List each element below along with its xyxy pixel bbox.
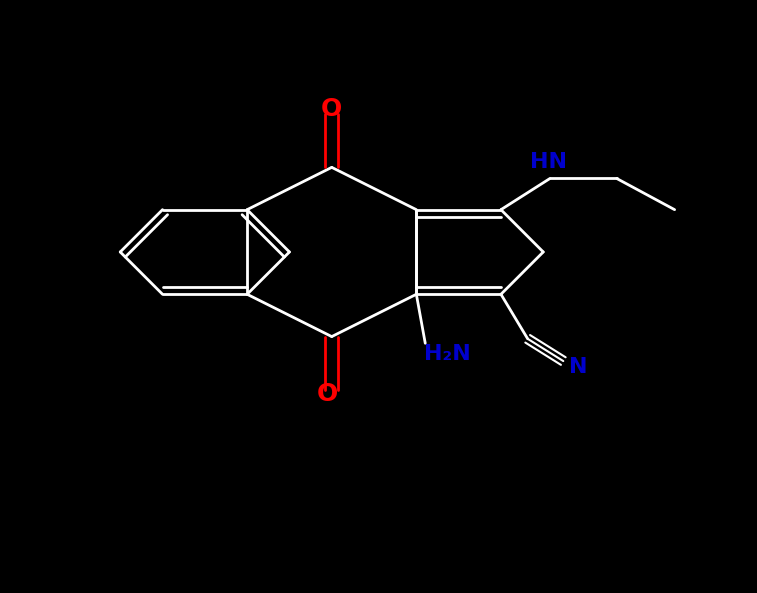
Text: O: O xyxy=(316,382,338,406)
Text: N: N xyxy=(569,358,587,377)
Text: H₂N: H₂N xyxy=(424,344,471,364)
Text: O: O xyxy=(321,97,342,122)
Text: HN: HN xyxy=(530,152,567,173)
